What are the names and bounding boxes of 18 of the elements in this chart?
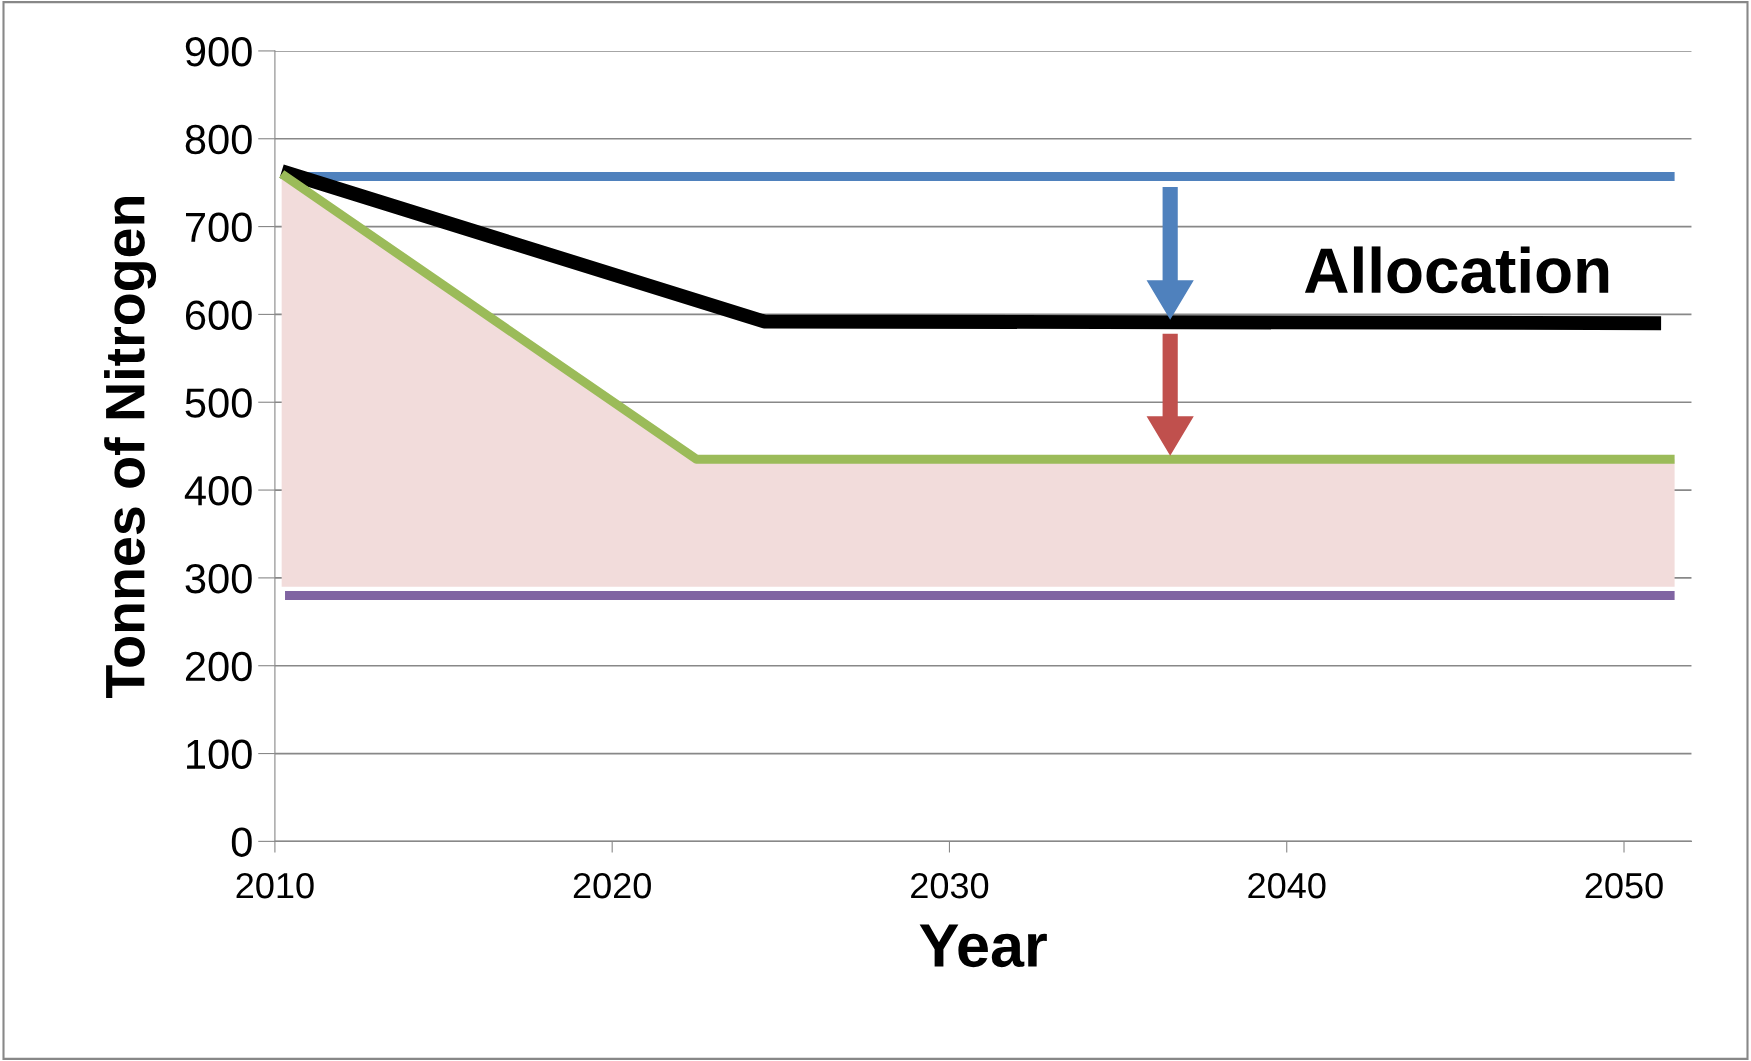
y-tick-label: 500 bbox=[185, 388, 252, 418]
y-tick-label: 900 bbox=[185, 36, 252, 67]
y-tick-label: 300 bbox=[185, 563, 252, 594]
y-tick-label: 400 bbox=[184, 476, 252, 506]
y-tick-label: 100 bbox=[187, 739, 252, 770]
x-tick-label: 2020 bbox=[573, 872, 651, 899]
y-tick-label: 800 bbox=[185, 124, 252, 155]
y-tick-label: 700 bbox=[186, 212, 252, 243]
x-axis-title: Year bbox=[919, 924, 1047, 968]
x-tick-label: 2010 bbox=[236, 872, 314, 899]
x-tick-label: 2050 bbox=[1585, 872, 1663, 899]
y-axis-title: Tonnes of Nitrogen bbox=[104, 197, 157, 699]
x-tick-label: 2040 bbox=[1248, 872, 1326, 899]
y-tick-label: 200 bbox=[185, 651, 252, 682]
x-tick-label: 2030 bbox=[911, 872, 989, 899]
y-tick-label: 600 bbox=[185, 300, 252, 330]
y-tick-label: 0 bbox=[231, 827, 252, 857]
annotation: Allocation bbox=[1304, 246, 1609, 294]
